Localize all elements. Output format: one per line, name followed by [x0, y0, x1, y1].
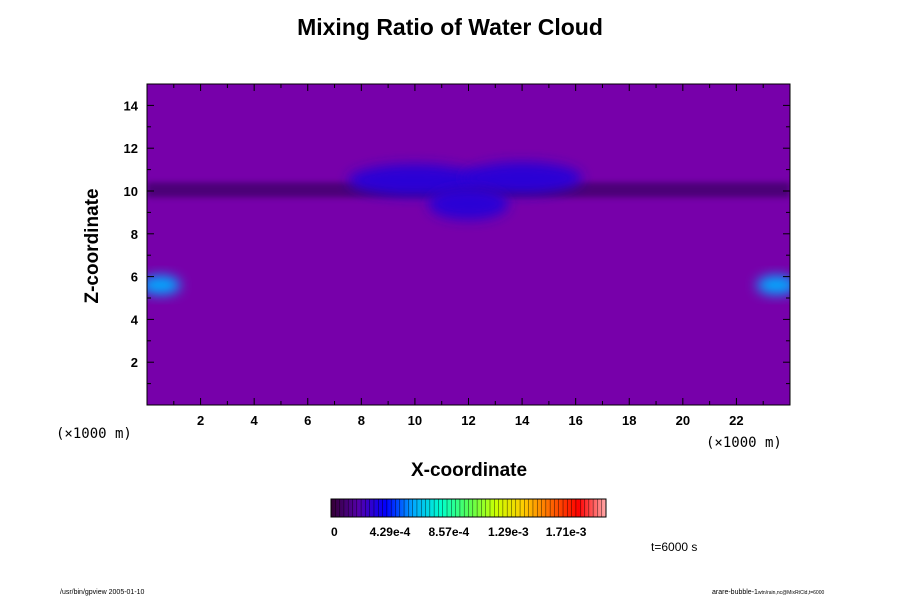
- colorbar-label: 1.29e-3: [488, 525, 529, 539]
- colorbar-label: 4.29e-4: [370, 525, 411, 539]
- chart-title: Mixing Ratio of Water Cloud: [297, 14, 603, 40]
- field-background: [147, 84, 790, 405]
- x-tick-label: 8: [358, 413, 365, 428]
- y-tick-label: 10: [124, 184, 138, 199]
- y-tick-label: 4: [131, 312, 139, 327]
- y-tick-label: 2: [131, 355, 138, 370]
- y-axis-unit-label: (×1000 m): [706, 435, 782, 451]
- x-tick-label: 16: [568, 413, 582, 428]
- footer-source-name: arare-bubble-1: [712, 589, 758, 596]
- x-tick-label: 14: [515, 413, 530, 428]
- footer-command: /usr/bin/gpview 2005-01-10: [60, 589, 145, 596]
- x-tick-label: 18: [622, 413, 636, 428]
- x-tick-label: 6: [304, 413, 311, 428]
- cloud-blob-5: [756, 275, 790, 295]
- cloud-blob-1: [347, 164, 482, 197]
- colorbar: 0 4.29e-4 8.57e-4 1.29e-3 1.71e-3: [330, 498, 607, 539]
- y-tick-label: 14: [124, 98, 139, 113]
- time-label: t=6000 s: [651, 540, 698, 554]
- footer-source-variable: wtn/rain,nc@MixRtCld,t=6000: [757, 590, 825, 596]
- heatmap-field: [147, 84, 790, 405]
- x-axis-unit-label: (×1000 m): [56, 426, 132, 442]
- x-tick-label: 10: [408, 413, 422, 428]
- footer-source: arare-bubble-1wtn/rain,nc@MixRtCld,t=600…: [712, 589, 824, 596]
- colorbar-label: 1.71e-3: [546, 525, 587, 539]
- y-tick-label: 12: [124, 141, 138, 156]
- x-tick-label: 20: [676, 413, 690, 428]
- cloud-blob-2: [461, 162, 583, 195]
- cloud-blob-4: [147, 275, 181, 295]
- y-axis-label: Z-coordinate: [82, 188, 103, 304]
- colorbar-label: 8.57e-4: [428, 525, 469, 539]
- y-tick-label: 8: [131, 227, 138, 242]
- colorbar-label: 0: [331, 525, 338, 539]
- cloud-blob-3: [428, 187, 509, 220]
- x-tick-label: 4: [251, 413, 259, 428]
- x-axis-label: X-coordinate: [410, 460, 528, 481]
- x-tick-label: 2: [197, 413, 204, 428]
- x-tick-label: 12: [461, 413, 475, 428]
- x-tick-label: 22: [729, 413, 743, 428]
- y-tick-label: 6: [131, 270, 138, 285]
